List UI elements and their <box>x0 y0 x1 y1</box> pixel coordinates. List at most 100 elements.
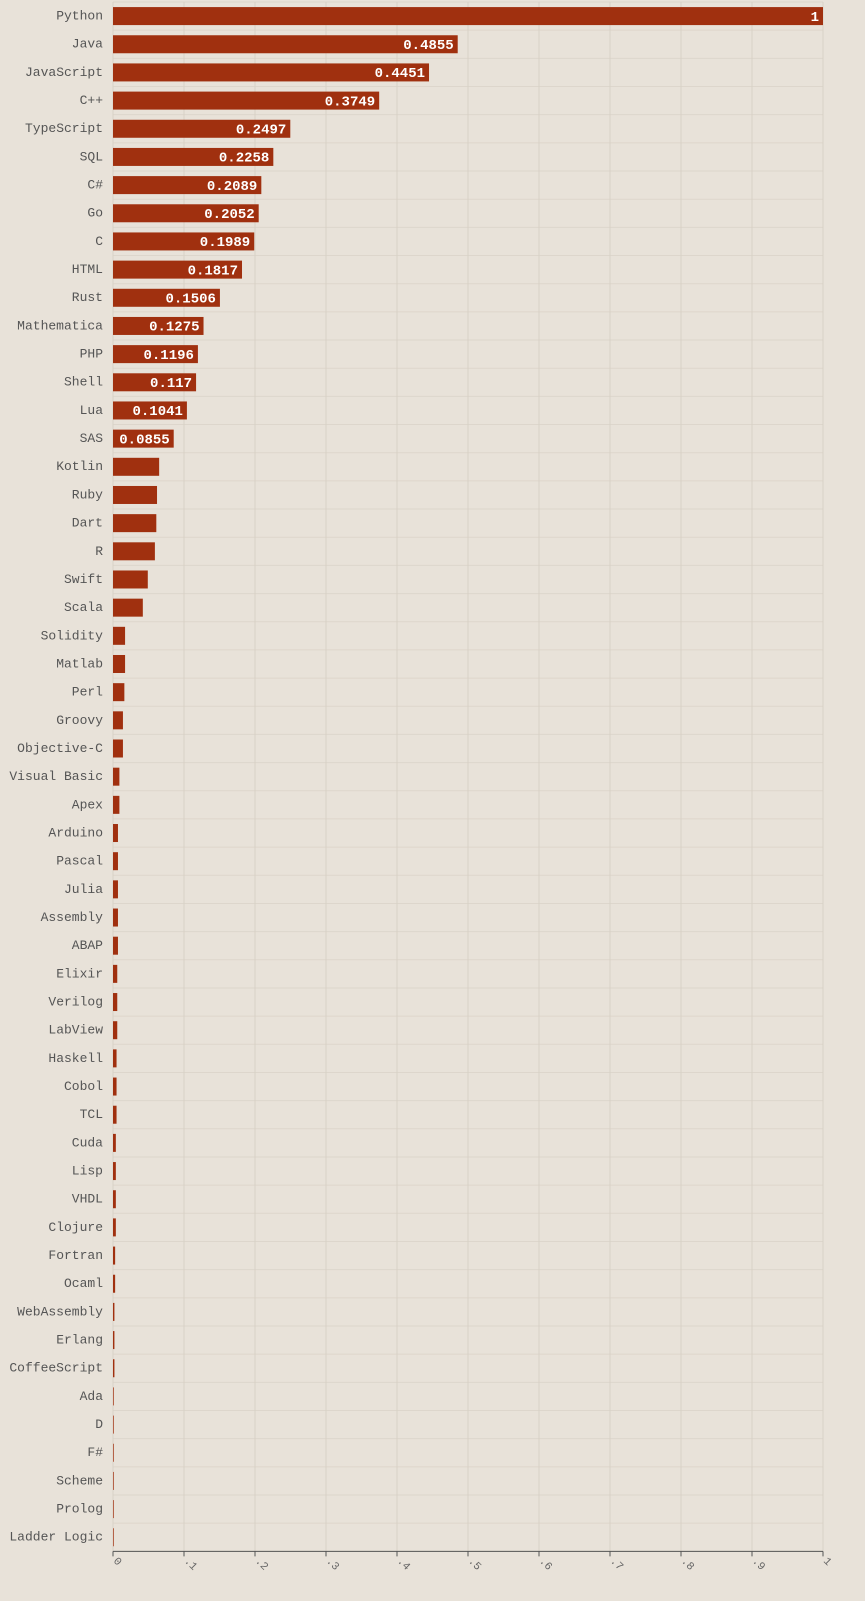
y-tick-label: Shell <box>64 375 103 390</box>
bar <box>113 1415 114 1434</box>
y-tick-label: Matlab <box>56 656 103 671</box>
bar <box>113 739 123 758</box>
bar <box>113 1528 114 1547</box>
y-tick-label: Fortran <box>48 1248 103 1263</box>
bar <box>113 316 204 335</box>
bar <box>113 1359 115 1378</box>
bar <box>113 485 158 504</box>
x-tick-label: .7 <box>607 1556 625 1574</box>
value-label: 0.1989 <box>200 235 250 251</box>
x-tick-label: .4 <box>394 1556 412 1574</box>
value-label: 0.4855 <box>403 38 453 54</box>
y-tick-label: TCL <box>80 1107 103 1122</box>
y-tick-label: JavaScript <box>25 65 103 80</box>
value-label: 0.1041 <box>132 404 182 420</box>
y-tick-label: SQL <box>80 149 103 164</box>
y-tick-label: Perl <box>72 685 103 700</box>
bar <box>113 570 148 589</box>
bar <box>113 1105 117 1124</box>
bar <box>113 1077 117 1096</box>
y-tick-label: Lua <box>80 403 104 418</box>
value-label: 0.1817 <box>188 263 238 279</box>
bar <box>113 457 160 476</box>
bar <box>113 147 274 166</box>
bar <box>113 1162 116 1181</box>
value-label: 1 <box>811 10 819 26</box>
y-tick-label: Elixir <box>56 966 103 981</box>
y-tick-label: Arduino <box>48 825 103 840</box>
bar <box>113 345 198 364</box>
bar <box>113 598 143 617</box>
y-tick-label: Cobol <box>64 1079 103 1094</box>
x-tick-label: .2 <box>252 1556 270 1574</box>
bar <box>113 35 458 54</box>
y-tick-label: SAS <box>80 431 104 446</box>
bar <box>113 119 291 138</box>
bar <box>113 1246 116 1265</box>
bar <box>113 429 174 448</box>
x-tick-label: .8 <box>678 1556 696 1574</box>
x-tick-label: .5 <box>465 1556 483 1574</box>
value-label: 0.3749 <box>325 94 375 110</box>
y-tick-label: Python <box>56 9 103 24</box>
value-label: 0.117 <box>150 376 192 392</box>
bar <box>113 288 220 307</box>
bar <box>113 514 157 533</box>
y-tick-label: Java <box>72 37 103 52</box>
bar <box>113 654 126 673</box>
bar <box>113 767 120 786</box>
bar <box>113 260 243 279</box>
y-tick-label: WebAssembly <box>17 1304 103 1319</box>
bar <box>113 880 118 899</box>
value-label: 0.1506 <box>166 291 216 307</box>
bar <box>113 1190 116 1209</box>
bar <box>113 824 118 843</box>
y-tick-label: VHDL <box>72 1192 103 1207</box>
y-tick-label: Visual Basic <box>9 769 103 784</box>
bar <box>113 542 155 561</box>
bar <box>113 852 118 871</box>
value-label: 0.1196 <box>143 348 193 364</box>
bar <box>113 63 430 82</box>
y-tick-label: Go <box>87 206 103 221</box>
bar <box>113 795 120 814</box>
y-tick-label: TypeScript <box>25 121 103 136</box>
y-tick-label: LabView <box>48 1023 103 1038</box>
x-tick-label: .9 <box>749 1556 767 1574</box>
bar <box>113 1500 114 1519</box>
value-label: 0.2497 <box>236 122 286 138</box>
y-tick-label: Ruby <box>72 487 103 502</box>
x-tick-label: .6 <box>536 1556 554 1574</box>
x-tick-label: .1 <box>181 1556 199 1574</box>
y-tick-label: Scheme <box>56 1473 103 1488</box>
bar <box>113 1049 117 1068</box>
y-tick-label: PHP <box>80 347 104 362</box>
y-tick-label: Lisp <box>72 1163 103 1178</box>
value-label: 0.4451 <box>375 66 425 82</box>
bar <box>113 401 187 420</box>
bar <box>113 1302 115 1321</box>
y-tick-label: CoffeeScript <box>9 1361 103 1376</box>
bar <box>113 91 380 110</box>
x-tick-label: 0 <box>110 1556 123 1569</box>
bar <box>113 1331 115 1350</box>
y-tick-label: C# <box>87 178 103 193</box>
bar <box>113 1471 114 1490</box>
y-tick-label: ABAP <box>72 938 103 953</box>
y-tick-label: Ada <box>80 1389 104 1404</box>
y-tick-label: Rust <box>72 290 103 305</box>
y-tick-label: Solidity <box>41 628 104 643</box>
y-tick-label: Erlang <box>56 1333 103 1348</box>
bar <box>113 1218 116 1237</box>
value-label: 0.2089 <box>207 179 257 195</box>
bar <box>113 1443 114 1462</box>
y-tick-label: Verilog <box>48 994 103 1009</box>
bar <box>113 176 262 195</box>
bar <box>113 908 118 927</box>
y-tick-label: Prolog <box>56 1502 103 1517</box>
y-tick-label: D <box>95 1417 103 1432</box>
y-tick-label: Apex <box>72 797 103 812</box>
bar <box>113 1133 116 1152</box>
